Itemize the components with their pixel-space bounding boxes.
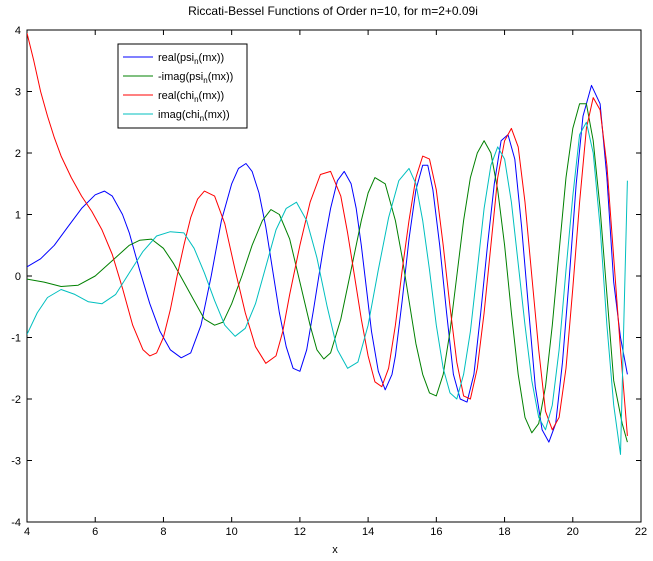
- legend-label-1: real(psin(mx)): [158, 52, 224, 66]
- x-tick-label: 14: [362, 526, 374, 538]
- y-tick-label: -3: [11, 456, 21, 468]
- x-axis-label: x: [332, 544, 338, 556]
- x-tick-label: 10: [226, 526, 238, 538]
- legend-label-main: -imag(psi: [158, 71, 203, 83]
- y-tick-label: -1: [11, 333, 21, 345]
- legend-label-subscript: n: [194, 95, 198, 104]
- series-line-4: [27, 121, 628, 455]
- legend-label-main: real(psi: [158, 52, 194, 64]
- x-tick-label: 4: [24, 526, 30, 538]
- series-line-1: [27, 84, 628, 443]
- y-tick-label: -2: [11, 394, 21, 406]
- legend-label-3: real(chin(mx)): [158, 90, 224, 104]
- legend-label-4: imag(chin(mx)): [158, 109, 230, 123]
- y-tick-label: 2: [15, 148, 21, 160]
- legend-label-main: imag(chi: [158, 109, 200, 121]
- legend-label-subscript: n: [203, 76, 207, 85]
- legend-label-tail: (mx)): [199, 90, 225, 102]
- legend-label-main: real(chi: [158, 90, 194, 102]
- plot-area: 4 6 8 10 12 14 16 18 20 22-4-3-2-101234real(psin(…: [11, 25, 647, 538]
- chart-title: Riccati-Bessel Functions of Order n=10, …: [188, 4, 478, 18]
- y-tick-label: 4: [15, 25, 21, 37]
- series-line-2: [27, 103, 628, 443]
- legend-label-2: -imag(psin(mx)): [158, 71, 233, 85]
- y-tick-label: 0: [15, 271, 21, 283]
- x-tick-label: 8: [160, 526, 166, 538]
- x-tick-label: 16: [430, 526, 442, 538]
- legend-label-subscript: n: [194, 57, 198, 66]
- y-tick-label: 3: [15, 87, 21, 99]
- x-tick-label: 20: [567, 526, 579, 538]
- legend-label-tail: (mx)): [199, 52, 225, 64]
- legend-label-tail: (mx)): [208, 71, 234, 83]
- x-tick-label: 18: [498, 526, 510, 538]
- series-line-3: [27, 32, 628, 436]
- legend-label-tail: (mx)): [204, 109, 230, 121]
- x-tick-label: 22: [635, 526, 647, 538]
- x-tick-label: 12: [294, 526, 306, 538]
- x-tick-label: 6: [92, 526, 98, 538]
- y-tick-label: 1: [15, 210, 21, 222]
- y-tick-label: -4: [11, 517, 21, 529]
- legend-label-subscript: n: [200, 114, 204, 123]
